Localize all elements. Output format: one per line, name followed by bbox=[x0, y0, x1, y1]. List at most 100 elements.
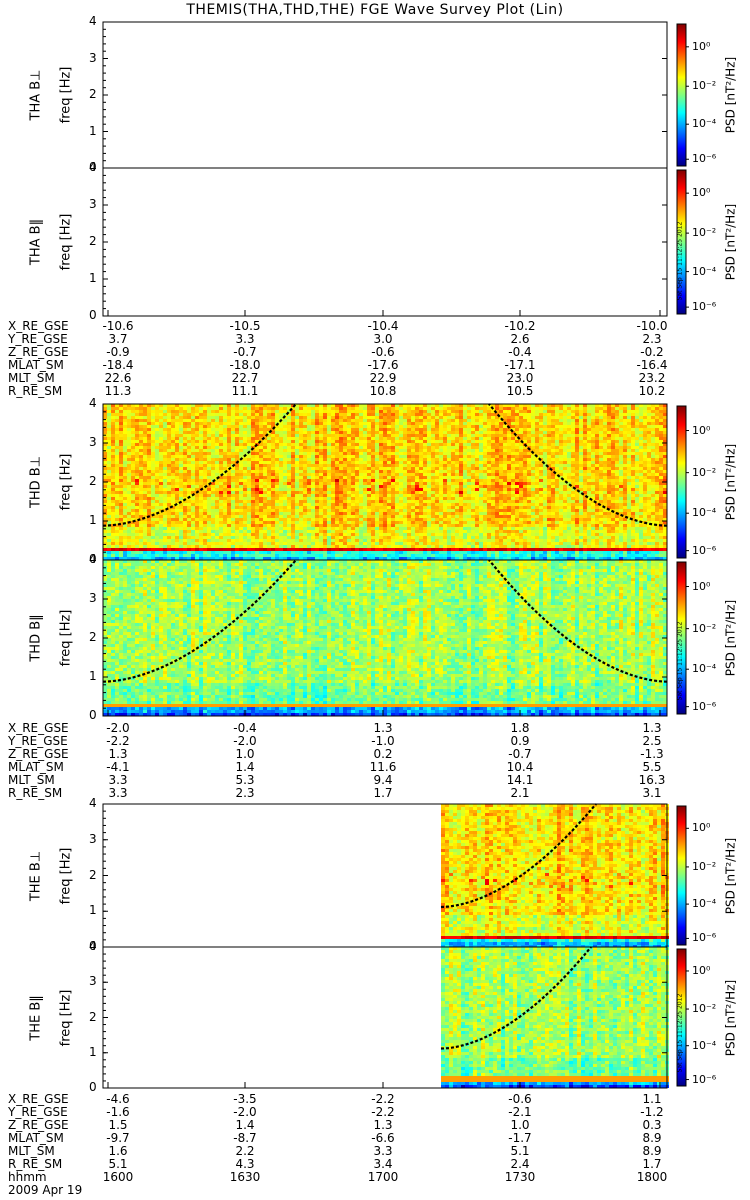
ephem-value: -1.2 bbox=[612, 1106, 692, 1119]
ephem-value: -8.7 bbox=[205, 1132, 285, 1145]
ephem-value: 0.3 bbox=[612, 1119, 692, 1132]
y-tick-label: 2 bbox=[89, 234, 97, 248]
ephem-value: 22.6 bbox=[78, 372, 158, 385]
y-tick-label: 2 bbox=[89, 87, 97, 101]
ephem-value: -10.0 bbox=[612, 320, 692, 333]
colorbar-title: PSD [nT²/Hz] bbox=[724, 979, 738, 1055]
ephem-value: -2.2 bbox=[343, 1093, 423, 1106]
timestamp-stamp: Sat Sep 15 11:12:25 2012 bbox=[674, 994, 687, 1073]
colorbar-tick-label: 10⁰ bbox=[692, 186, 710, 199]
ephem-value: 5.1 bbox=[78, 1158, 158, 1171]
ephem-value: -1.7 bbox=[480, 1132, 560, 1145]
ephem-row-name: X_RE_GSE bbox=[8, 1093, 69, 1106]
ephem-value: -2.1 bbox=[480, 1106, 560, 1119]
ephem-value: 3.3 bbox=[78, 787, 158, 800]
ephem-value: 5.3 bbox=[205, 774, 285, 787]
y-tick-label: 2 bbox=[89, 474, 97, 488]
ephem-value: -0.4 bbox=[205, 722, 285, 735]
ephem-value: 2.5 bbox=[612, 735, 692, 748]
date-label: 2009 Apr 19 bbox=[8, 1184, 82, 1197]
colorbar-tick-label: 10⁻² bbox=[692, 79, 716, 92]
ephem-value: -10.5 bbox=[205, 320, 285, 333]
ephem-value: -10.6 bbox=[78, 320, 158, 333]
ephem-row-name: MLAT_SM bbox=[8, 359, 64, 372]
ephem-value: 1.0 bbox=[205, 748, 285, 761]
ephem-row-name: MLT_SM bbox=[8, 1145, 55, 1158]
ephem-value: 2.3 bbox=[205, 787, 285, 800]
colorbar-tick-label: 10⁻⁶ bbox=[692, 700, 716, 713]
colorbar-title: PSD [nT²/Hz] bbox=[724, 444, 738, 520]
colorbar-title: PSD [nT²/Hz] bbox=[724, 837, 738, 913]
ephem-row-name: MLAT_SM bbox=[8, 761, 64, 774]
gyrofrequency-curve-4 bbox=[440, 803, 597, 909]
ephem-value: 3.3 bbox=[78, 774, 158, 787]
colorbar-tick-label: 10⁰ bbox=[692, 424, 710, 437]
gyrofrequency-curve-2a bbox=[102, 403, 297, 527]
y-tick-label: 3 bbox=[89, 435, 97, 449]
colorbar-tick-label: 10⁻⁴ bbox=[692, 1039, 716, 1052]
panel-frame bbox=[102, 21, 668, 169]
panel-label: THE B⊥ bbox=[29, 850, 44, 900]
colorbar bbox=[676, 405, 687, 559]
ephem-value: 1.3 bbox=[343, 722, 423, 735]
colorbar bbox=[676, 561, 687, 715]
y-tick-label: 3 bbox=[89, 51, 97, 65]
ephem-value: -0.7 bbox=[480, 748, 560, 761]
ephem-value: -2.0 bbox=[205, 1106, 285, 1119]
y-tick-label: 3 bbox=[89, 197, 97, 211]
y-tick-label: 1 bbox=[89, 124, 97, 138]
colorbar-tick-label: 10⁰ bbox=[692, 580, 710, 593]
ephem-value: 5.1 bbox=[480, 1145, 560, 1158]
ephem-value: 3.0 bbox=[343, 333, 423, 346]
ephem-value: 1730 bbox=[480, 1171, 560, 1184]
y-axis-label: freq [Hz] bbox=[59, 214, 74, 271]
gyrofrequency-curve-3a bbox=[102, 559, 297, 683]
panel-frame bbox=[102, 167, 668, 317]
ephem-value: 1630 bbox=[205, 1171, 285, 1184]
ephem-value: 1800 bbox=[612, 1171, 692, 1184]
gyrofrequency-curve-5 bbox=[440, 946, 592, 1050]
colorbar-tick-label: 10⁻⁶ bbox=[692, 152, 716, 165]
colorbar-tick-label: 10⁻² bbox=[692, 1002, 716, 1015]
y-axis-label: freq [Hz] bbox=[59, 989, 74, 1046]
ephem-value: 3.3 bbox=[343, 1145, 423, 1158]
y-tick-label: 4 bbox=[89, 160, 97, 174]
ephem-value: 16.3 bbox=[612, 774, 692, 787]
ephem-value: 10.8 bbox=[343, 385, 423, 398]
y-tick-label: 1 bbox=[89, 513, 97, 527]
ephem-value: -2.2 bbox=[78, 735, 158, 748]
colorbar-tick-label: 10⁻² bbox=[692, 622, 716, 635]
y-tick-label: 4 bbox=[89, 14, 97, 28]
y-tick-label: 3 bbox=[89, 974, 97, 988]
colorbar-tick-label: 10⁻⁶ bbox=[692, 931, 716, 944]
ephem-value: 9.4 bbox=[343, 774, 423, 787]
y-tick-label: 4 bbox=[89, 396, 97, 410]
y-tick-label: 1 bbox=[89, 903, 97, 917]
ephem-value: 1.7 bbox=[612, 1158, 692, 1171]
ephem-value: 1.7 bbox=[343, 787, 423, 800]
colorbar bbox=[676, 23, 687, 167]
ephem-value: 22.7 bbox=[205, 372, 285, 385]
ephem-row-name: X_RE_GSE bbox=[8, 320, 69, 333]
spectrogram-5 bbox=[441, 947, 669, 1088]
colorbar-tick-label: 10⁻⁶ bbox=[692, 300, 716, 313]
ephem-value: 1700 bbox=[343, 1171, 423, 1184]
ephem-value: 23.0 bbox=[480, 372, 560, 385]
ephem-value: 10.2 bbox=[612, 385, 692, 398]
ephem-value: -1.0 bbox=[343, 735, 423, 748]
ephem-row-name: Z_RE_GSE bbox=[8, 346, 69, 359]
ephem-value: -18.4 bbox=[78, 359, 158, 372]
ephem-value: 1.4 bbox=[205, 1119, 285, 1132]
y-tick-label: 1 bbox=[89, 669, 97, 683]
ephem-value: -16.4 bbox=[612, 359, 692, 372]
ephem-value: -17.6 bbox=[343, 359, 423, 372]
colorbar-tick-label: 10⁻⁴ bbox=[692, 897, 716, 910]
ephem-value: 11.3 bbox=[78, 385, 158, 398]
ephem-row-name: MLT_SM bbox=[8, 774, 55, 787]
ephem-row-name: Y_RE_GSE bbox=[8, 1106, 68, 1119]
ephem-value: -3.5 bbox=[205, 1093, 285, 1106]
colorbar-tick-label: 10⁻² bbox=[692, 860, 716, 873]
colorbar bbox=[676, 948, 687, 1087]
ephem-row-name: Y_RE_GSE bbox=[8, 735, 68, 748]
